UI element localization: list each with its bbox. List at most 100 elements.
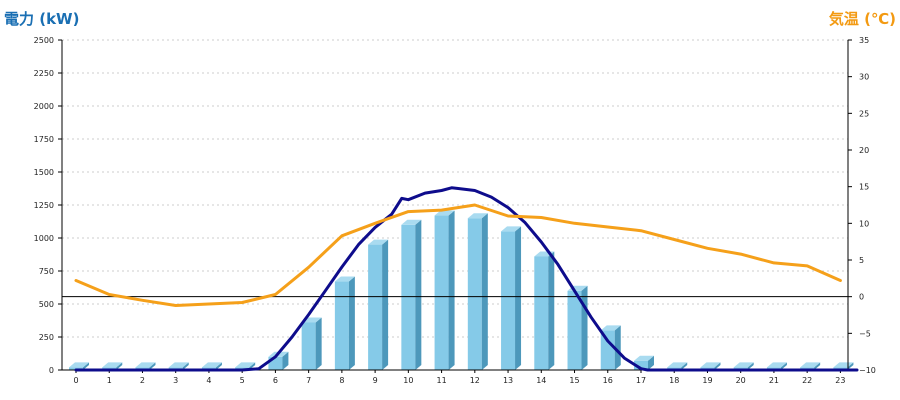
bar-side — [747, 362, 754, 370]
x-tick-label: 0 — [73, 376, 78, 385]
bar — [467, 213, 488, 370]
bar-top — [733, 362, 754, 368]
bar-top — [766, 362, 787, 368]
bar-front — [600, 330, 615, 370]
x-tick-label: 10 — [403, 376, 413, 385]
bar-side — [83, 362, 89, 370]
bar-side — [515, 226, 522, 370]
bar-top — [667, 362, 688, 368]
x-tick-label: 20 — [736, 376, 746, 385]
bar-side — [614, 325, 621, 370]
right-tick-label: 25 — [859, 109, 869, 118]
bar-side — [382, 239, 389, 370]
left-tick-label: 1750 — [34, 135, 54, 144]
bar-top — [600, 325, 621, 331]
bar-side — [681, 362, 688, 370]
line-series — [74, 186, 859, 372]
bar-side — [548, 251, 555, 370]
left-tick-label: 2000 — [34, 102, 54, 111]
bar-side — [282, 351, 289, 370]
bar-top — [467, 213, 488, 219]
left-axis-title: 電力 (kW) — [4, 10, 79, 28]
bar-top — [135, 362, 156, 368]
right-tick-label: 30 — [859, 73, 869, 82]
bar-front — [368, 244, 383, 370]
bar-side — [149, 362, 156, 370]
bar — [401, 219, 422, 370]
bar-top — [434, 210, 455, 216]
power-line — [74, 186, 859, 372]
x-tick-label: 1 — [107, 376, 112, 385]
temperature-line — [74, 203, 842, 307]
x-tick-label: 9 — [373, 376, 378, 385]
bar-top — [700, 362, 721, 368]
bar-front — [567, 290, 582, 370]
bar — [334, 276, 355, 370]
bar — [600, 325, 621, 370]
bar-side — [315, 317, 322, 370]
bar-front — [334, 281, 349, 370]
bar-side — [714, 362, 721, 370]
bar-side — [780, 362, 787, 370]
bar-side — [481, 213, 488, 370]
bar-top — [334, 276, 355, 282]
bar-top — [201, 362, 222, 368]
bar-front — [534, 256, 549, 370]
bar-side — [215, 362, 222, 370]
bar — [434, 210, 455, 370]
bar — [534, 251, 555, 370]
x-tick-label: 11 — [436, 376, 446, 385]
left-tick-label: 500 — [39, 300, 54, 309]
x-tick-label: 22 — [802, 376, 812, 385]
x-tick-label: 6 — [273, 376, 278, 385]
right-tick-label: 0 — [859, 293, 864, 302]
bar-series — [69, 210, 854, 370]
x-tick-label: 23 — [835, 376, 845, 385]
bar-side — [448, 210, 455, 370]
bar-front — [301, 322, 316, 370]
left-tick-label: 2500 — [34, 36, 54, 45]
bar-top — [235, 362, 256, 368]
bar — [368, 239, 389, 370]
x-tick-label: 16 — [603, 376, 613, 385]
bar-front — [401, 224, 416, 370]
bar-side — [415, 219, 422, 370]
bar-side — [348, 276, 355, 370]
left-tick-label: 750 — [39, 267, 54, 276]
bar-front — [434, 215, 449, 370]
bar-front — [501, 231, 516, 370]
right-tick-label: 5 — [859, 256, 864, 265]
bar-side — [814, 362, 821, 370]
bar-top — [102, 362, 123, 368]
bar-top — [401, 219, 422, 225]
x-tick-label: 17 — [636, 376, 646, 385]
bar — [567, 285, 588, 370]
x-tick-label: 2 — [140, 376, 145, 385]
bar-side — [647, 355, 654, 370]
right-tick-label: 10 — [859, 219, 869, 228]
x-tick-label: 19 — [702, 376, 712, 385]
left-tick-label: 1000 — [34, 234, 54, 243]
bar-top — [800, 362, 821, 368]
left-tick-label: 2250 — [34, 69, 54, 78]
x-tick-label: 7 — [306, 376, 311, 385]
left-tick-label: 1500 — [34, 168, 54, 177]
x-tick-label: 18 — [669, 376, 679, 385]
x-tick-label: 21 — [769, 376, 779, 385]
bar-top — [168, 362, 189, 368]
grid — [62, 39, 848, 338]
bar — [633, 355, 654, 370]
x-tick-label: 3 — [173, 376, 178, 385]
bar-side — [182, 362, 189, 370]
x-tick-label: 13 — [503, 376, 513, 385]
left-tick-label: 1250 — [34, 201, 54, 210]
bar-front — [467, 218, 482, 370]
bar-side — [581, 285, 588, 370]
right-tick-label: 20 — [859, 146, 869, 155]
left-tick-label: 0 — [49, 366, 54, 375]
right-tick-label: −5 — [859, 329, 871, 338]
right-tick-label: 15 — [859, 183, 869, 192]
bar-top — [69, 362, 89, 368]
